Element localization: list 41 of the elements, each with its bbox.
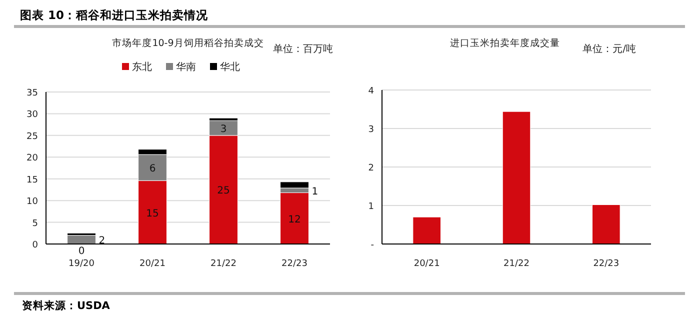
data-label: 3 bbox=[220, 124, 227, 136]
x-tick-label: 22/23 bbox=[282, 259, 308, 269]
text: 资料来源：USDA bbox=[22, 299, 111, 312]
x-tick-label: 20/21 bbox=[414, 259, 440, 269]
y-tick-label: 4 bbox=[368, 86, 374, 96]
y-tick-label: 10 bbox=[26, 197, 38, 208]
text: 单位：元/吨 bbox=[582, 43, 636, 55]
y-tick-label: 2 bbox=[368, 164, 374, 174]
legend-label: 东北 bbox=[132, 61, 152, 73]
data-label: 25 bbox=[217, 186, 230, 197]
x-tick-label: 21/22 bbox=[504, 259, 530, 269]
x-tick-label: 21/22 bbox=[210, 259, 236, 269]
x-tick-label: 22/23 bbox=[593, 259, 620, 269]
y-tick-label: 15 bbox=[26, 175, 38, 186]
data-label: 1 bbox=[312, 186, 318, 198]
y-tick-label: 1 bbox=[368, 202, 374, 212]
x-tick-label: 20/21 bbox=[140, 259, 166, 269]
data-label: 2 bbox=[98, 236, 106, 247]
data-label: 0 bbox=[78, 246, 85, 257]
y-tick-label: 30 bbox=[26, 110, 38, 120]
bar bbox=[412, 216, 441, 244]
legend-label: 华北 bbox=[220, 61, 240, 73]
text: 图表 10：稻谷和进口玉米拍卖情况 bbox=[20, 8, 210, 22]
legend-label: 华南 bbox=[176, 61, 196, 73]
text: 单位：百万吨 bbox=[273, 43, 333, 55]
bar bbox=[280, 192, 309, 244]
y-tick-label: 3 bbox=[368, 125, 374, 135]
chart-title: 进口玉米拍卖年度成交量 bbox=[450, 37, 560, 49]
bar bbox=[592, 204, 620, 244]
chart-title: 市场年度10-9月饲用稻谷拍卖成交 bbox=[112, 37, 264, 49]
data-label: 6 bbox=[149, 164, 156, 175]
y-tick-label: 20 bbox=[26, 154, 38, 164]
y-tick-label: 0 bbox=[32, 240, 38, 250]
data-label: 12 bbox=[288, 214, 301, 226]
bar bbox=[502, 111, 531, 244]
x-tick-label: 19/20 bbox=[68, 259, 95, 269]
y-tick-label: 25 bbox=[26, 132, 38, 142]
y-tick-label: 35 bbox=[26, 88, 38, 98]
y-tick-label: 5 bbox=[32, 218, 38, 229]
data-label: 15 bbox=[146, 208, 159, 220]
y-tick-label: - bbox=[370, 240, 374, 250]
